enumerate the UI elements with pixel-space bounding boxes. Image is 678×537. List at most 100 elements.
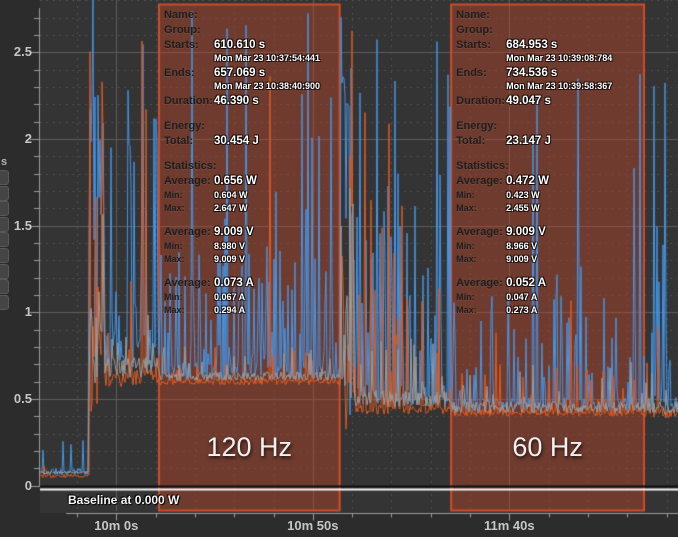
x-axis-label: 10m 0s: [94, 518, 139, 533]
panel-min-label: Min:: [163, 190, 183, 200]
panel-min-value: 0.047 A: [506, 292, 538, 302]
panel-ends-timestamp: Mon Mar 23 10:38:40:900: [213, 81, 321, 91]
panel-average-value: 0.073 A: [213, 277, 254, 289]
panel-max-value: 9.009 V: [506, 254, 538, 264]
panel-max-label: Max:: [163, 203, 185, 213]
panel-total-label: Total:: [456, 135, 486, 147]
panel-duration-value: 49.047 s: [506, 95, 551, 107]
panel-min-label: Min:: [163, 292, 183, 302]
clipped-toolbar-button[interactable]: [0, 185, 9, 201]
panel-average-value: 0.052 A: [506, 277, 547, 289]
panel-spacer: [456, 149, 656, 159]
panel-starts-label: Starts:: [163, 39, 199, 51]
panel-starts-label: Starts:: [456, 39, 491, 51]
panel-total-value: 23.147 J: [506, 135, 551, 147]
panel-duration-label: Duration:: [163, 95, 213, 107]
panel-name-label: Name:: [456, 9, 490, 21]
panel-energy-label: Energy:: [456, 120, 498, 132]
clipped-toolbar-button[interactable]: [0, 201, 9, 217]
y-axis-label: 2.5: [13, 44, 32, 60]
panel-total-value: 30.454 J: [213, 135, 259, 147]
panel-spacer: [164, 149, 364, 159]
panel-spacer: [164, 215, 364, 225]
panel-average-value: 9.009 V: [506, 226, 546, 238]
panel-starts-timestamp: Mon Mar 23 10:39:08:784: [506, 53, 613, 63]
panel-ends-value: 657.069 s: [213, 67, 266, 79]
y-axis-label: 1.5: [13, 217, 32, 233]
panel-min-label: Min:: [163, 241, 183, 251]
clipped-toolbar-button[interactable]: [0, 216, 9, 232]
region-frequency-label: 60 Hz: [512, 432, 583, 462]
panel-group-label: Group:: [456, 24, 493, 36]
panel-max-label: Max:: [163, 254, 185, 264]
panel-spacer: [456, 266, 656, 276]
panel-average-label: Average:: [456, 277, 503, 289]
panel-spacer: [164, 317, 364, 327]
panel-average-value: 9.009 V: [213, 226, 254, 238]
panel-min-value: 0.067 A: [213, 292, 246, 302]
panel-min-value: 8.966 V: [506, 241, 538, 251]
panel-total-label: Total:: [163, 135, 194, 147]
panel-duration-label: Duration:: [456, 95, 506, 107]
x-axis-label: 10m 50s: [287, 518, 339, 533]
panel-starts-value: 684.953 s: [506, 39, 558, 51]
panel-ends-label: Ends:: [163, 67, 195, 79]
y-axis-label: 0.5: [13, 390, 32, 406]
panel-spacer: [456, 109, 656, 119]
panel-max-label: Max:: [163, 305, 185, 315]
panel-average-value: 0.656 W: [213, 175, 257, 187]
panel-min-value: 0.423 W: [506, 190, 540, 200]
panel-average-label: Average:: [456, 175, 503, 187]
panel-max-label: Max:: [456, 203, 477, 213]
panel-max-label: Max:: [456, 254, 477, 264]
panel-starts-timestamp: Mon Mar 23 10:37:54:441: [213, 53, 321, 63]
baseline-label: Baseline at 0.000 W: [68, 493, 180, 507]
clipped-axis-text: s: [1, 156, 8, 168]
region-frequency-label: 120 Hz: [206, 432, 293, 462]
panel-ends-value: 734.536 s: [506, 67, 558, 79]
panel-max-label: Max:: [456, 305, 477, 315]
panel-average-label: Average:: [163, 226, 211, 238]
y-axis-label: 2: [24, 130, 32, 146]
panel-spacer: [164, 266, 364, 276]
panel-ends-label: Ends:: [456, 67, 487, 79]
panel-max-value: 9.009 V: [213, 254, 246, 264]
panel-max-value: 2.647 W: [213, 203, 248, 213]
panel-spacer: [164, 109, 364, 119]
panel-min-label: Min:: [456, 292, 475, 302]
panel-ends-timestamp: Mon Mar 23 10:39:58:367: [506, 81, 613, 91]
panel-energy-label: Energy:: [163, 120, 205, 132]
panel-average-label: Average:: [163, 277, 211, 289]
panel-max-value: 2.455 W: [506, 203, 540, 213]
panel-group-label: Group:: [163, 24, 201, 36]
region-stats-panel: Name: Group: Starts: 610.610 s Mon Mar 23 10…: [164, 8, 364, 327]
y-axis-label: 0: [24, 477, 32, 493]
panel-min-label: Min:: [456, 241, 475, 251]
panel-min-value: 8.980 V: [213, 241, 246, 251]
panel-min-value: 0.604 W: [213, 190, 248, 200]
panel-duration-value: 46.390 s: [213, 95, 259, 107]
y-axis-label: 1: [24, 304, 32, 320]
clipped-toolbar-button[interactable]: [0, 170, 9, 185]
clipped-toolbar-button[interactable]: [0, 248, 9, 263]
panel-max-value: 0.273 A: [506, 305, 538, 315]
panel-average-label: Average:: [163, 175, 211, 187]
panel-min-label: Min:: [456, 190, 475, 200]
x-axis-label: 11m 40s: [483, 518, 535, 533]
panel-average-label: Average:: [456, 226, 503, 238]
clipped-toolbar-button[interactable]: [0, 294, 9, 310]
panel-statistics-label: Statistics:: [163, 160, 217, 172]
region-stats-panel: Name: Group: Starts: 684.953 s Mon Mar 23 10…: [456, 8, 656, 327]
panel-spacer: [456, 317, 656, 327]
panel-spacer: [456, 215, 656, 225]
panel-statistics-label: Statistics:: [456, 160, 509, 172]
clipped-toolbar-button[interactable]: [0, 232, 9, 248]
panel-average-value: 0.472 W: [506, 175, 549, 187]
panel-starts-value: 610.610 s: [213, 39, 266, 51]
clipped-toolbar-button[interactable]: [0, 263, 9, 279]
clipped-toolbar-button[interactable]: [0, 279, 9, 295]
panel-name-label: Name:: [163, 9, 198, 21]
panel-max-value: 0.294 A: [213, 305, 246, 315]
